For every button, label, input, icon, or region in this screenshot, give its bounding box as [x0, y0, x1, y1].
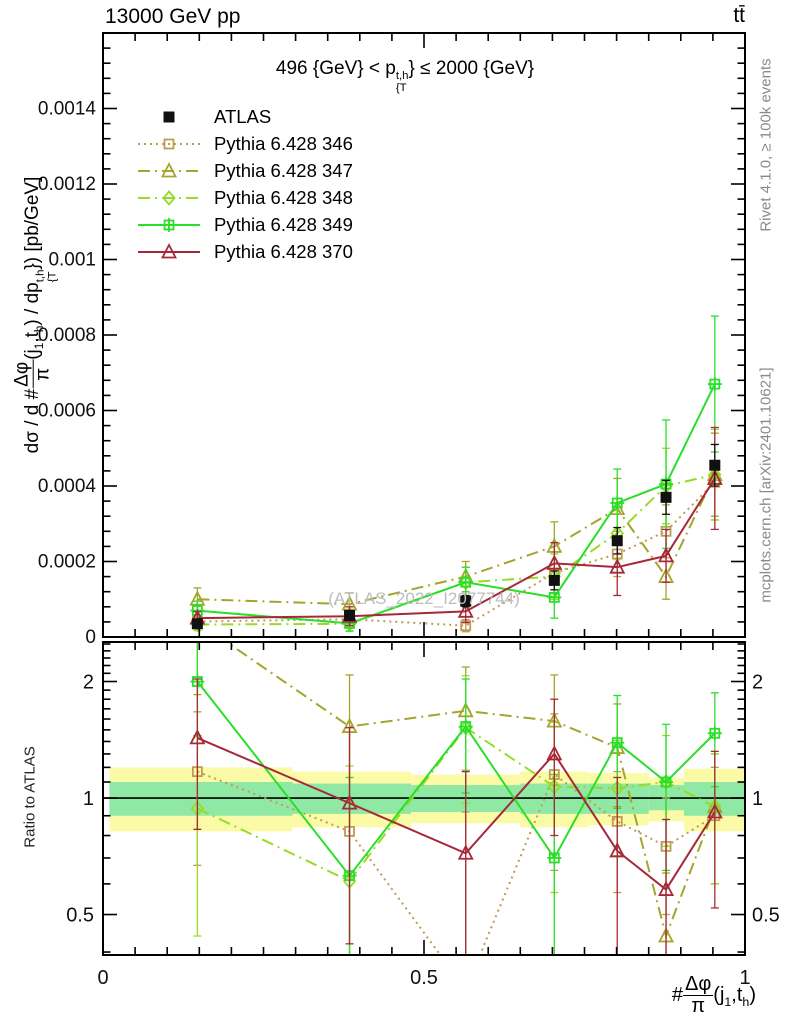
legend-marker-open-triangle: [138, 161, 200, 177]
legend-item-1: Pythia 6.428 346: [136, 130, 353, 157]
ratio-pythia-6.428-370: [189, 678, 723, 955]
ratio-pythia-6.428-346: [191, 711, 721, 955]
legend-label: Pythia 6.428 348: [214, 186, 353, 208]
rivet-version-note: Rivet 4.1.0, ≥ 100k events: [757, 58, 775, 232]
x-tick-label: 0.5: [410, 967, 438, 989]
legend-label: Pythia 6.428 346: [214, 132, 353, 154]
legend-item-5: Pythia 6.428 370: [136, 238, 353, 265]
process-label: tt̄: [733, 4, 745, 27]
main-y-tick-label: 0.001: [48, 250, 96, 271]
x-axis-title: # Δφ π (j1,th): [671, 973, 756, 1017]
ratio-y-tick-label-right: 1: [752, 788, 763, 810]
main-y-tick-label: 0.0002: [38, 552, 96, 573]
legend-marker-open-triangle: [138, 242, 200, 258]
beam-energy-label: 13000 GeV pp: [105, 5, 241, 28]
panel-title-pre: 496 {GeV} < p: [275, 58, 396, 79]
ratio-y-tick-label-right: 0.5: [752, 905, 780, 927]
y-axis-title-main: dσ / d # Δφ π (j1,th) / dp t,h {T}) [pb/GeV]: [11, 176, 59, 454]
series-pythia-6.428-349: [190, 315, 722, 632]
legend-label: ATLAS: [214, 105, 272, 127]
dphi-over-pi-frac-x: Δφ π: [682, 973, 714, 1017]
main-y-tick-label: 0.0004: [38, 476, 97, 497]
legend: ATLAS Pythia 6.428 346 Pythia 6.428 347 Pyt…: [136, 103, 353, 265]
pt-supsub-axis: t,h {T: [34, 269, 59, 283]
x-tick-label: 0: [97, 967, 108, 989]
pt-supsub: t,h {T: [395, 70, 409, 95]
legend-marker-filled-square: [163, 111, 175, 122]
ratio-pythia-6.428-349: [190, 642, 722, 955]
analysis-watermark: (ATLAS_2022_I2077744): [328, 589, 520, 608]
y-axis-title-ratio: Ratio to ATLAS: [21, 746, 39, 848]
x-tick-label: 1: [739, 967, 750, 989]
panel-title-post: ≤ 2000 {GeV}: [414, 58, 535, 79]
legend-label: Pythia 6.428 349: [214, 213, 353, 235]
main-y-tick-label: 0.0014: [38, 99, 97, 120]
ratio-y-tick-label-right: 2: [752, 672, 763, 694]
dphi-over-pi-frac: Δφ π: [11, 359, 54, 389]
axes: [102, 32, 746, 956]
ratio-y-tick-label-left: 2: [83, 672, 94, 694]
legend-marker-square-plus: [138, 217, 200, 232]
legend-label: Pythia 6.428 370: [214, 240, 353, 262]
legend-item-0: ATLAS: [136, 103, 353, 130]
panel-title: 496 {GeV} < p t,h {T} ≤ 2000 {GeV}: [275, 58, 535, 95]
legend-item-4: Pythia 6.428 349: [136, 211, 353, 238]
ratio-y-tick-label-left: 0.5: [66, 905, 94, 927]
main-y-tick-label: 0.0008: [38, 325, 96, 346]
main-y-tick-label: 0.0006: [38, 401, 96, 422]
main-series: [189, 315, 723, 633]
ratio-y-tick-label-left: 1: [83, 788, 94, 810]
tick-labels: 0 0.0002 0.0004 0.0006 0.0008 0.001 0.0012 0.00…: [38, 99, 780, 990]
main-y-tick-label: 0.0012: [38, 174, 96, 195]
legend-item-3: Pythia 6.428 348: [136, 184, 353, 211]
ratio-series: [189, 642, 723, 955]
legend-marker-open-square: [138, 138, 200, 149]
series-atlas: [191, 443, 721, 630]
legend-label: Pythia 6.428 347: [214, 159, 353, 181]
mcplots-arxiv-note: mcplots.cern.ch [arXiv:2401.10621]: [757, 367, 775, 603]
main-y-tick-label: 0: [85, 627, 96, 648]
legend-item-2: Pythia 6.428 347: [136, 157, 353, 184]
legend-marker-open-diamond: [138, 189, 200, 206]
